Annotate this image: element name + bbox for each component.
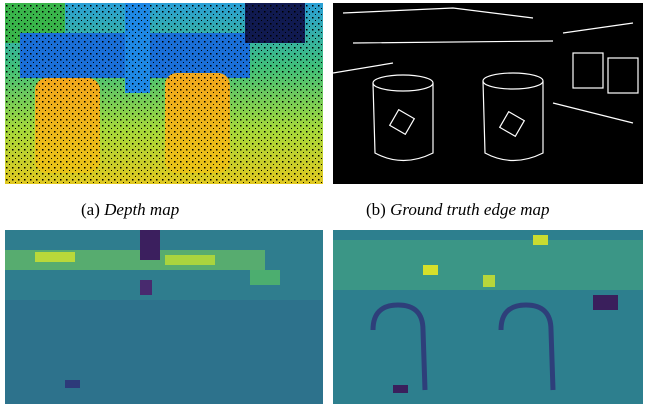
depth-map-image	[5, 3, 323, 184]
caption-label: (a)	[81, 200, 100, 219]
figure: (a) Depth map (b) Ground truth edge map	[0, 0, 648, 406]
feature-map-image	[333, 230, 643, 404]
edge-map-image	[333, 3, 643, 184]
caption-text: Depth map	[104, 200, 179, 219]
caption-a: (a) Depth map	[81, 200, 179, 220]
feature-map-image	[5, 230, 323, 404]
caption-text: Ground truth edge map	[390, 200, 549, 219]
caption-label: (b)	[366, 200, 386, 219]
caption-b: (b) Ground truth edge map	[366, 200, 550, 220]
